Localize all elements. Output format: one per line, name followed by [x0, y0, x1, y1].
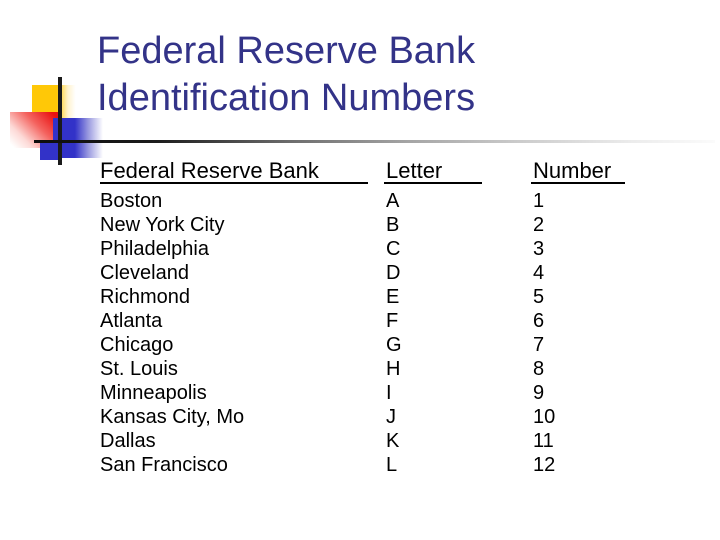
bank-cell: Atlanta: [100, 310, 163, 332]
bank-cell: San Francisco: [100, 454, 228, 476]
table-row: Minneapolis I 9: [100, 381, 660, 405]
number-cell: 6: [533, 310, 545, 332]
letter-cell: F: [386, 310, 399, 332]
letter-cell: G: [386, 334, 402, 356]
table-row: Kansas City, Mo J 10: [100, 405, 660, 429]
number-cell: 8: [533, 358, 545, 380]
number-cell: 1: [533, 190, 545, 212]
bank-cell: Dallas: [100, 430, 156, 452]
table-row: New York City B 2: [100, 213, 660, 237]
bank-cell: St. Louis: [100, 358, 178, 380]
table-row: Richmond E 5: [100, 285, 660, 309]
bank-cell: New York City: [100, 214, 225, 236]
table-row: Cleveland D 4: [100, 261, 660, 285]
bank-cell: Kansas City, Mo: [100, 406, 245, 428]
letter-cell: E: [386, 286, 400, 308]
letter-cell: A: [386, 190, 400, 212]
number-cell: 5: [533, 286, 545, 308]
number-cell: 12: [533, 454, 556, 476]
bank-cell: Richmond: [100, 286, 191, 308]
vertical-line-decoration: [58, 77, 62, 165]
bank-cell: Cleveland: [100, 262, 189, 284]
letter-cell: K: [386, 430, 400, 452]
letter-cell: J: [386, 406, 396, 428]
bank-table: Boston A 1 New York City B 2 Philadelphi…: [100, 189, 660, 477]
number-cell: 11: [533, 430, 554, 452]
bank-cell: Minneapolis: [100, 382, 207, 404]
table-row: Philadelphia C 3: [100, 237, 660, 261]
number-cell: 4: [533, 262, 545, 284]
table-row: Chicago G 7: [100, 333, 660, 357]
letter-cell: H: [386, 358, 401, 380]
bank-cell: Boston: [100, 190, 163, 212]
letter-cell: D: [386, 262, 401, 284]
slide-title-line2: Identification Numbers: [97, 77, 476, 119]
table-header-bank: Federal Reserve Bank: [100, 160, 368, 184]
slide-title: Federal Reserve Bank Identification Numb…: [97, 28, 475, 122]
table-row: Dallas K 11: [100, 429, 660, 453]
small-blue-square-decoration: [40, 143, 62, 160]
table-row: Boston A 1: [100, 189, 660, 213]
table-row: San Francisco L 12: [100, 453, 660, 477]
number-cell: 3: [533, 238, 545, 260]
bank-cell: Philadelphia: [100, 238, 209, 260]
number-cell: 10: [533, 406, 556, 428]
table-header-letter: Letter: [384, 160, 482, 184]
number-cell: 9: [533, 382, 545, 404]
number-cell: 7: [533, 334, 545, 356]
slide-title-line1: Federal Reserve Bank: [97, 30, 476, 72]
table-header-number: Number: [531, 160, 625, 184]
table-row: Atlanta F 6: [100, 309, 660, 333]
title-divider-rule: [34, 140, 715, 143]
table-row: St. Louis H 8: [100, 357, 660, 381]
letter-cell: C: [386, 238, 401, 260]
letter-cell: I: [386, 382, 392, 404]
letter-cell: L: [386, 454, 398, 476]
bank-cell: Chicago: [100, 334, 174, 356]
number-cell: 2: [533, 214, 545, 236]
letter-cell: B: [386, 214, 400, 236]
